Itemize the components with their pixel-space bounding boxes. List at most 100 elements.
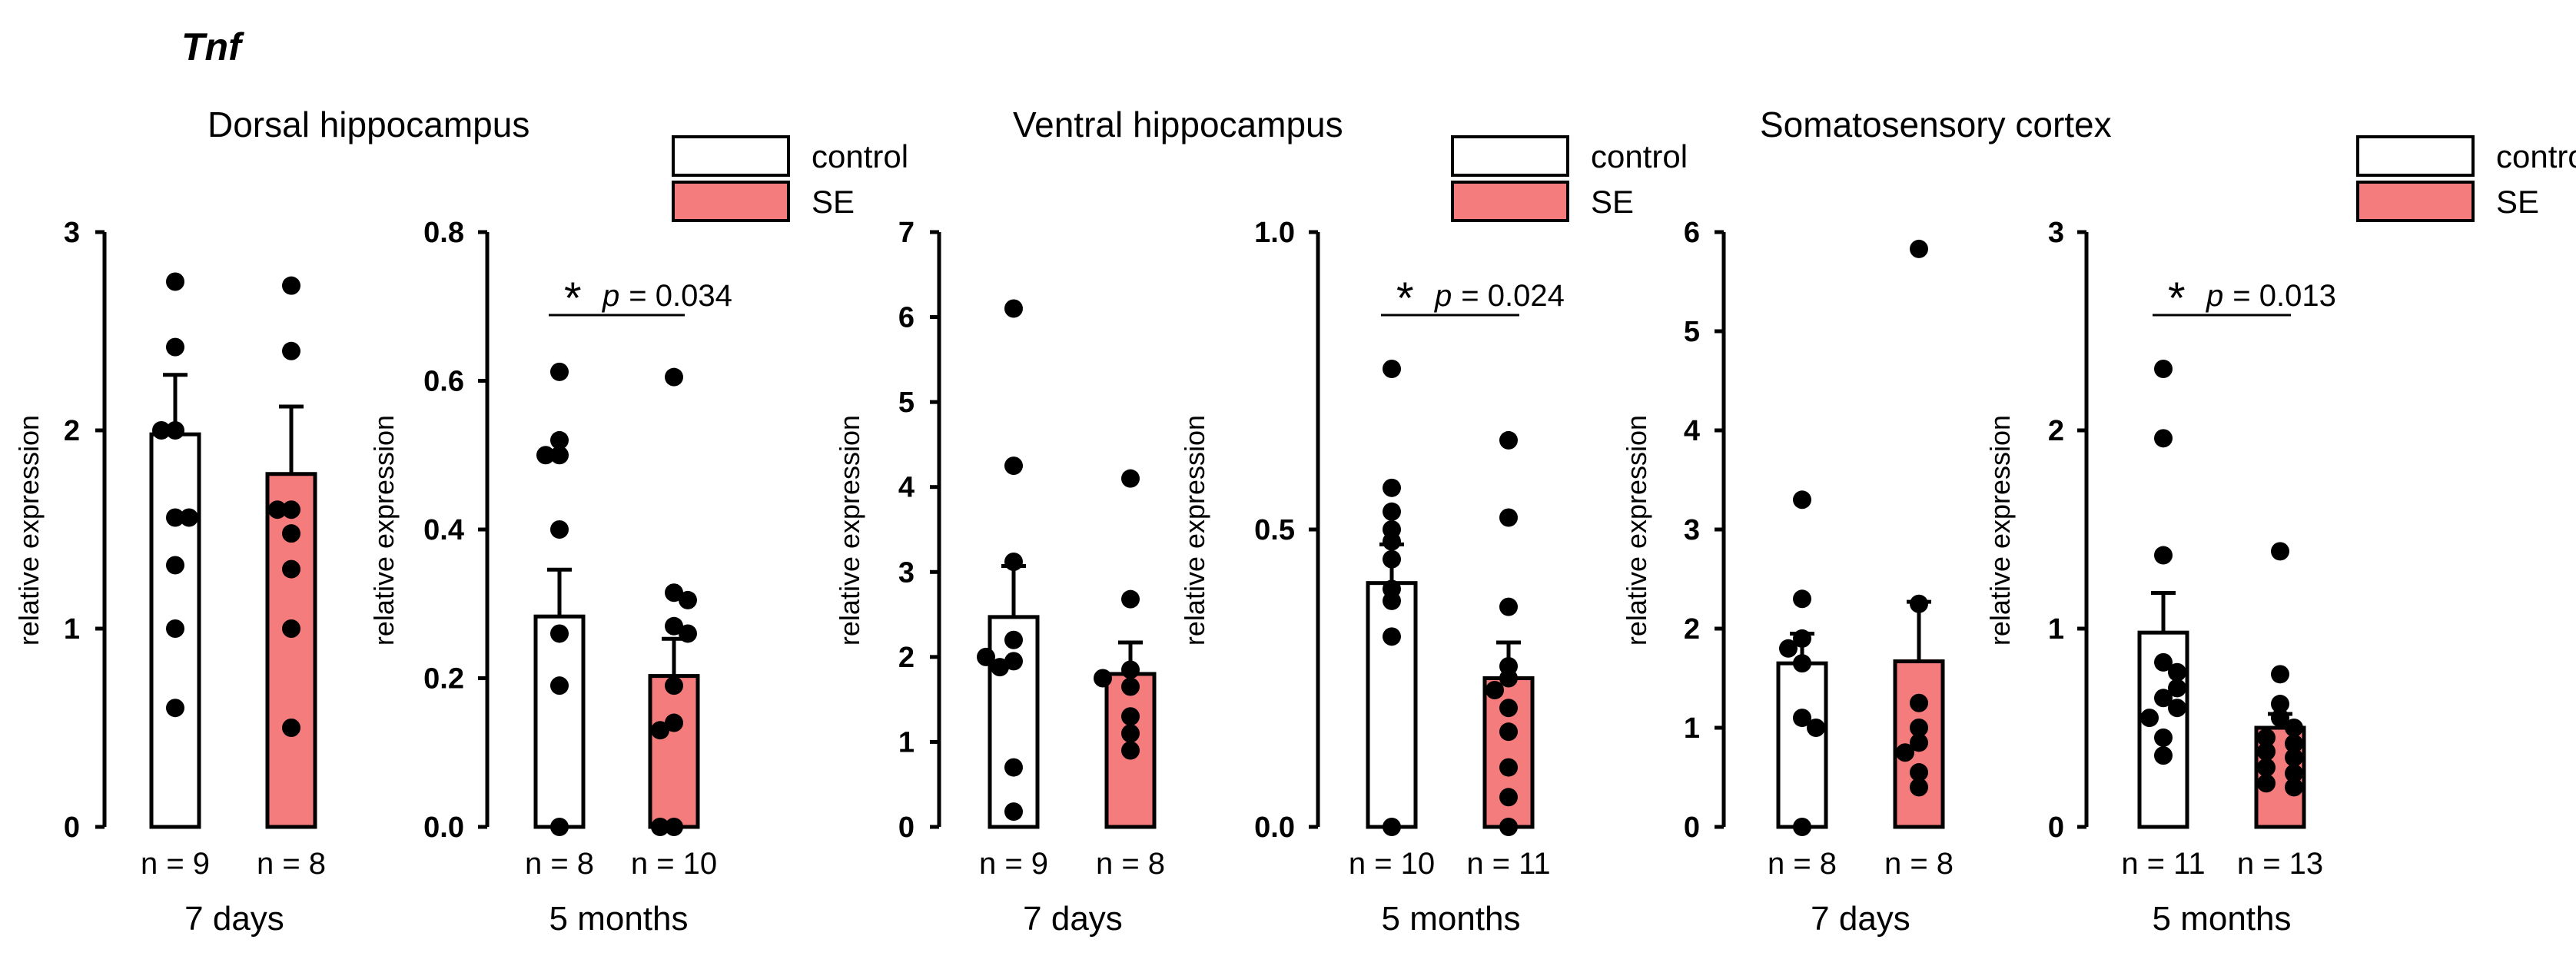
data-point	[2271, 542, 2289, 561]
legend: control SE	[672, 135, 908, 222]
n-label: n = 8	[1884, 847, 1954, 881]
data-point	[1383, 360, 1401, 379]
n-label: n = 10	[1349, 847, 1435, 881]
data-point	[166, 272, 184, 291]
data-point	[166, 619, 184, 638]
data-point	[679, 624, 697, 643]
data-point	[166, 556, 184, 575]
data-point	[1896, 743, 1914, 762]
y-tick-label: 1	[64, 613, 80, 646]
timepoint-label: 7 days	[1023, 900, 1123, 938]
data-point	[1383, 502, 1401, 521]
data-point	[166, 337, 184, 357]
data-point	[1004, 802, 1023, 822]
legend-label-se: SE	[2496, 184, 2539, 220]
data-point	[1499, 818, 1518, 836]
y-tick-label: 0.0	[423, 812, 464, 844]
bar-se	[648, 674, 700, 829]
data-point	[282, 619, 300, 638]
timepoint-label: 7 days	[1811, 900, 1910, 938]
data-point	[1499, 758, 1518, 777]
data-point	[282, 276, 300, 295]
y-tick-label: 6	[898, 302, 915, 334]
y-tick-label: 2	[898, 642, 915, 674]
data-point	[2271, 709, 2289, 728]
significance-star: *	[2168, 274, 2186, 324]
data-point	[2271, 695, 2289, 714]
data-point	[2154, 728, 2173, 747]
timepoint-label: 7 days	[184, 900, 284, 938]
data-point	[1004, 553, 1023, 572]
data-point	[1004, 630, 1023, 649]
y-axis-label: relative expression	[368, 415, 400, 646]
data-point	[180, 508, 198, 527]
data-point	[2257, 774, 2276, 793]
n-label: n = 8	[525, 847, 594, 881]
data-point	[2168, 699, 2186, 718]
data-point	[1121, 707, 1140, 726]
data-point	[550, 818, 569, 836]
data-point	[2257, 758, 2276, 777]
y-tick-label: 7	[898, 217, 915, 249]
data-point	[1499, 699, 1518, 718]
data-point	[665, 713, 683, 732]
y-tick-label: 0.5	[1254, 514, 1295, 546]
data-point	[1910, 594, 1928, 613]
y-tick-label: 6	[1684, 217, 1700, 249]
y-tick-label: 0.2	[423, 663, 464, 695]
data-point	[2285, 778, 2303, 797]
panel-title-ventral: Ventral hippocampus	[1013, 105, 1343, 144]
data-point	[1121, 724, 1140, 743]
data-point	[665, 583, 683, 603]
data-point	[2285, 719, 2303, 737]
data-point	[665, 676, 683, 695]
data-point	[1121, 589, 1140, 609]
chart-panel: 0 1 2 3 4 5 6 7 relative expression n = 9 n = 8 7 d…	[834, 217, 1165, 938]
n-label: n = 8	[257, 847, 326, 881]
panel-title-somatosensory: Somatosensory cortex	[1760, 105, 2112, 144]
data-point	[1121, 660, 1140, 679]
data-point	[1793, 490, 1811, 510]
data-point	[2154, 689, 2173, 708]
data-point	[991, 658, 1009, 677]
data-point	[536, 446, 555, 465]
bar-control	[1366, 581, 1418, 829]
p-symbol: p	[602, 279, 619, 313]
y-tick-label: 1.0	[1254, 217, 1295, 249]
n-label: n = 11	[1466, 847, 1550, 881]
y-tick-label: 5	[898, 387, 915, 419]
data-point	[1383, 591, 1401, 610]
data-point	[282, 524, 300, 543]
data-point	[1383, 532, 1401, 551]
y-tick-label: 0	[1684, 812, 1700, 844]
y-axis-label: relative expression	[13, 415, 45, 646]
bar-control	[1776, 661, 1828, 829]
data-point	[1499, 722, 1518, 742]
y-tick-label: 0.4	[423, 514, 464, 546]
data-point	[1910, 778, 1928, 797]
data-point	[166, 699, 184, 718]
y-tick-label: 3	[2048, 217, 2064, 249]
data-point	[550, 520, 569, 539]
y-tick-label: 0	[898, 812, 915, 844]
data-point	[1383, 549, 1401, 569]
data-point	[651, 818, 669, 836]
p-value-label: p = 0.013	[2206, 279, 2336, 313]
data-point	[550, 676, 569, 695]
chart-panel: 0.0 0.5 1.0 relative expression n = 10 n = 11…	[1179, 217, 1565, 938]
data-point	[1004, 456, 1023, 476]
legend-swatch-se	[1451, 181, 1569, 222]
n-label: n = 10	[631, 847, 717, 881]
legend-label-control: control	[812, 138, 908, 174]
data-point	[2154, 429, 2173, 448]
data-point	[1793, 818, 1811, 836]
data-point	[1499, 597, 1518, 616]
data-point	[1121, 677, 1140, 696]
p-value-label: p = 0.024	[1434, 279, 1565, 313]
chart-panel: 0 1 2 3 relative expression n = 9 n = 8 7 days	[13, 217, 326, 938]
y-tick-label: 0.6	[423, 366, 464, 398]
y-tick-label: 0.8	[423, 217, 464, 249]
legend-swatch-control	[672, 135, 790, 177]
data-point	[1499, 508, 1518, 527]
data-point	[1121, 469, 1140, 488]
